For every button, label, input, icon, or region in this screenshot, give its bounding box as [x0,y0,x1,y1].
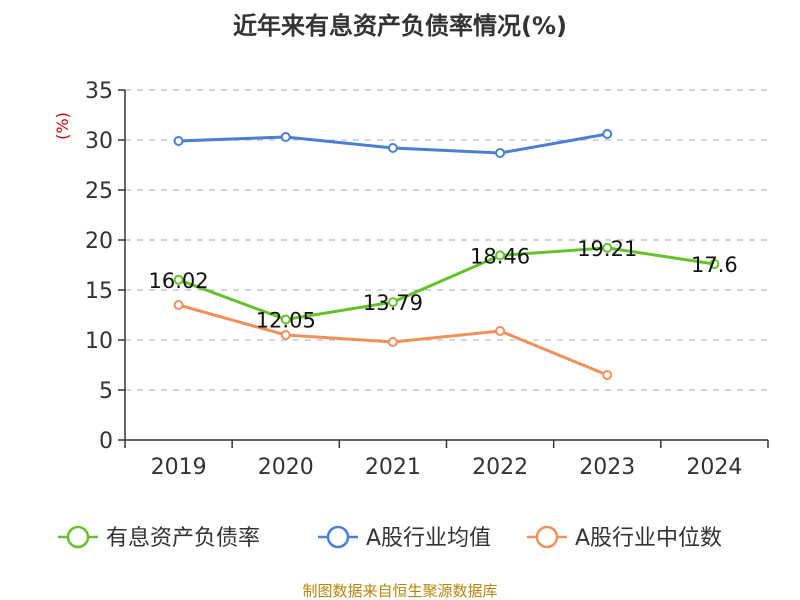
y-tick-label: 30 [85,129,113,154]
x-tick-label: 2019 [151,455,207,480]
data-point [602,129,613,139]
x-tick-label: 2021 [365,455,421,480]
data-labels: 16.02 12.05 13.79 18.46 19.21 17.6 [149,237,738,333]
legend-label: 有息资产负债率 [106,526,260,551]
data-label: 12.05 [256,309,316,333]
x-tick-label: 2024 [686,455,742,480]
legend-marker [326,525,350,549]
legend-label: A股行业中位数 [575,526,722,551]
y-tick-label: 15 [85,279,113,304]
x-tick-label: 2020 [258,455,314,480]
data-label: 17.6 [691,253,738,277]
y-tick-label: 20 [85,229,113,254]
y-tick-label: 25 [85,179,113,204]
data-point [280,330,291,340]
y-tick-label: 0 [99,429,113,454]
data-point [602,242,613,253]
y-tick-label: 10 [85,329,113,354]
legend: 有息资产负债率 A股行业均值 A股行业中位数 [58,525,722,551]
y-axis-unit: (%) [53,112,72,140]
data-point [495,250,506,261]
data-label: 19.21 [577,237,637,261]
legend-label: A股行业均值 [366,526,491,551]
data-point [280,314,291,325]
legend-marker [66,525,90,549]
data-label: 18.46 [470,244,530,268]
data-point [387,337,398,347]
y-tick-label: 35 [85,79,113,104]
x-tick-label: 2023 [579,455,635,480]
source-note: 制图数据来自恒生聚源数据库 [302,582,497,600]
data-point [173,274,184,285]
data-point [387,297,398,308]
data-point [709,259,720,269]
data-point [173,300,184,310]
data-point [280,132,291,142]
data-point [602,370,613,380]
data-label: 16.02 [149,269,209,293]
series-line-1 [178,246,715,321]
data-point [495,326,506,336]
data-point [495,148,506,158]
y-tick-label: 5 [99,379,113,404]
chart-title: 近年来有息资产负债率情况(%) [233,12,567,40]
legend-marker [535,525,559,549]
x-tick-label: 2022 [472,455,528,480]
axes: 0 5 10 15 20 25 30 35 2019 2020 2021 2022 2023 2024 [85,79,769,480]
grid [125,89,768,391]
data-label: 13.79 [363,291,423,315]
series [173,129,720,380]
data-point [173,136,184,146]
data-point [387,143,398,153]
